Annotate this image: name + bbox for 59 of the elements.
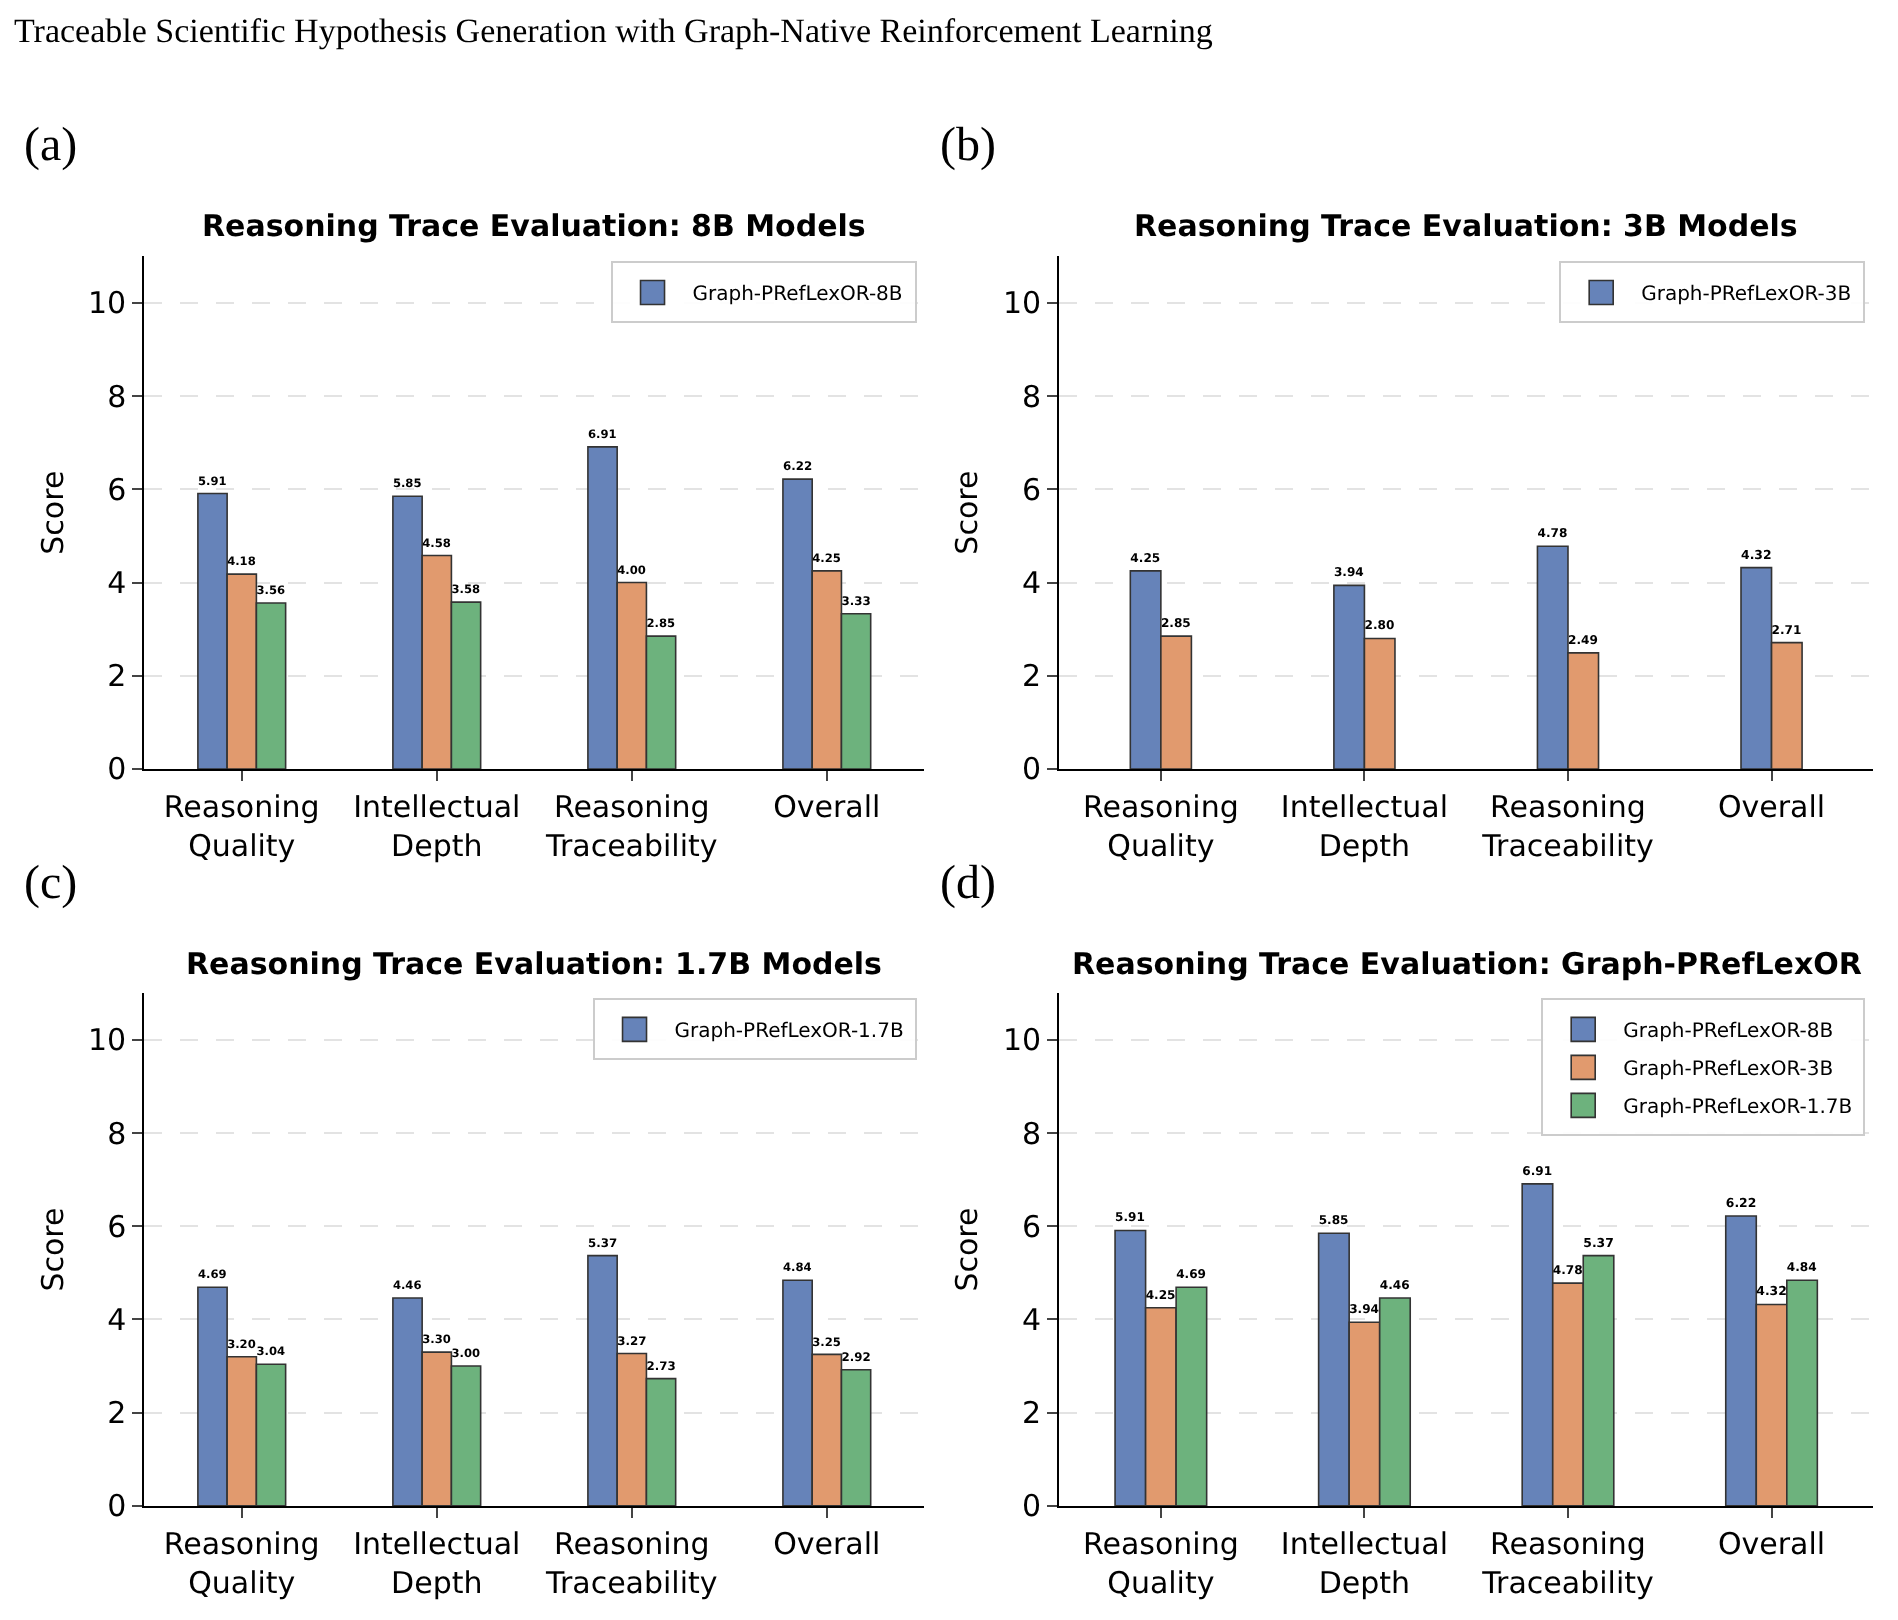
text: (b): [940, 120, 996, 172]
x-tick-label: Intellectual Depth: [1280, 788, 1449, 864]
legend-label: Graph-PRefLexOR-1.7B: [674, 1021, 904, 1044]
x-tick-label: Overall: [1717, 1525, 1826, 1562]
x-tick-label: Intellectual Depth: [353, 1525, 521, 1601]
y-tick-label: 4: [107, 565, 127, 602]
y-axis-title: Score: [34, 470, 71, 555]
legend-label: Graph-PRefLexOR-8B: [1623, 1021, 1834, 1044]
y-tick-label: 0: [107, 751, 127, 788]
y-tick-label: 2: [107, 658, 127, 695]
y-tick-label: 6: [107, 1208, 127, 1245]
y-tick-label: 6: [107, 471, 127, 508]
y-tick-label: 8: [107, 1115, 127, 1152]
x-tick-label: Reasoning Quality: [163, 1525, 320, 1601]
chart-title: Reasoning Trace Evaluation: 8B Models: [202, 208, 866, 244]
text: Traceable Scientific Hypothesis Generation with Graph-Native Reinforcement Learning: [14, 12, 1214, 50]
legend-label: Graph-PRefLexOR-3B: [1641, 284, 1852, 307]
y-tick-label: 4: [1021, 565, 1042, 602]
legend-label: Graph-PRefLexOR-3B: [1623, 1059, 1834, 1082]
y-tick-label: 8: [107, 378, 127, 415]
x-tick-label: Reasoning Traceability: [1480, 1525, 1654, 1601]
y-tick-label: 6: [1021, 1208, 1042, 1245]
x-tick-label: Reasoning Quality: [1082, 1525, 1239, 1601]
chart-title: Reasoning Trace Evaluation: Graph-PRefLexOR: [1072, 946, 1863, 982]
x-tick-label: Intellectual Depth: [353, 788, 521, 864]
legend-label: Graph-PRefLexOR-8B: [692, 284, 903, 307]
y-tick-label: 6: [1021, 471, 1042, 508]
y-tick-label: 4: [1021, 1301, 1042, 1338]
y-tick-label: 2: [1021, 658, 1042, 695]
y-tick-label: 8: [1021, 1115, 1042, 1152]
text: (a): [24, 120, 78, 172]
chart-title: Reasoning Trace Evaluation: 1.7B Models: [186, 946, 883, 982]
y-axis-title: Score: [34, 1207, 71, 1292]
x-tick-label: Reasoning Traceability: [1480, 788, 1654, 864]
y-tick-label: 2: [107, 1395, 127, 1432]
y-axis-title: Score: [949, 1207, 986, 1292]
x-tick-label: Reasoning Quality: [163, 788, 320, 864]
x-tick-label: Reasoning Traceability: [544, 788, 718, 864]
chart-title: Reasoning Trace Evaluation: 3B Models: [1134, 208, 1798, 244]
y-tick-label: 0: [107, 1488, 127, 1525]
text: (c): [24, 858, 78, 910]
y-tick-label: 10: [88, 1022, 127, 1059]
x-tick-label: Reasoning Quality: [1082, 788, 1239, 864]
x-tick-label: Reasoning Traceability: [544, 1525, 718, 1601]
y-tick-label: 10: [1002, 1022, 1042, 1059]
x-tick-label: Intellectual Depth: [1280, 1525, 1449, 1601]
x-tick-label: Overall: [773, 788, 881, 825]
x-tick-label: Overall: [773, 1525, 881, 1562]
y-axis-title: Score: [949, 470, 986, 555]
y-tick-label: 0: [1021, 751, 1042, 788]
x-tick-label: Overall: [1717, 788, 1826, 825]
y-tick-label: 8: [1021, 378, 1042, 415]
y-tick-label: 2: [1021, 1395, 1042, 1432]
text: (d): [940, 858, 996, 910]
y-tick-label: 10: [88, 285, 127, 322]
y-tick-label: 10: [1002, 285, 1042, 322]
y-tick-label: 4: [107, 1301, 127, 1338]
y-tick-label: 0: [1021, 1488, 1042, 1525]
legend-label: Graph-PRefLexOR-1.7B: [1623, 1097, 1853, 1120]
